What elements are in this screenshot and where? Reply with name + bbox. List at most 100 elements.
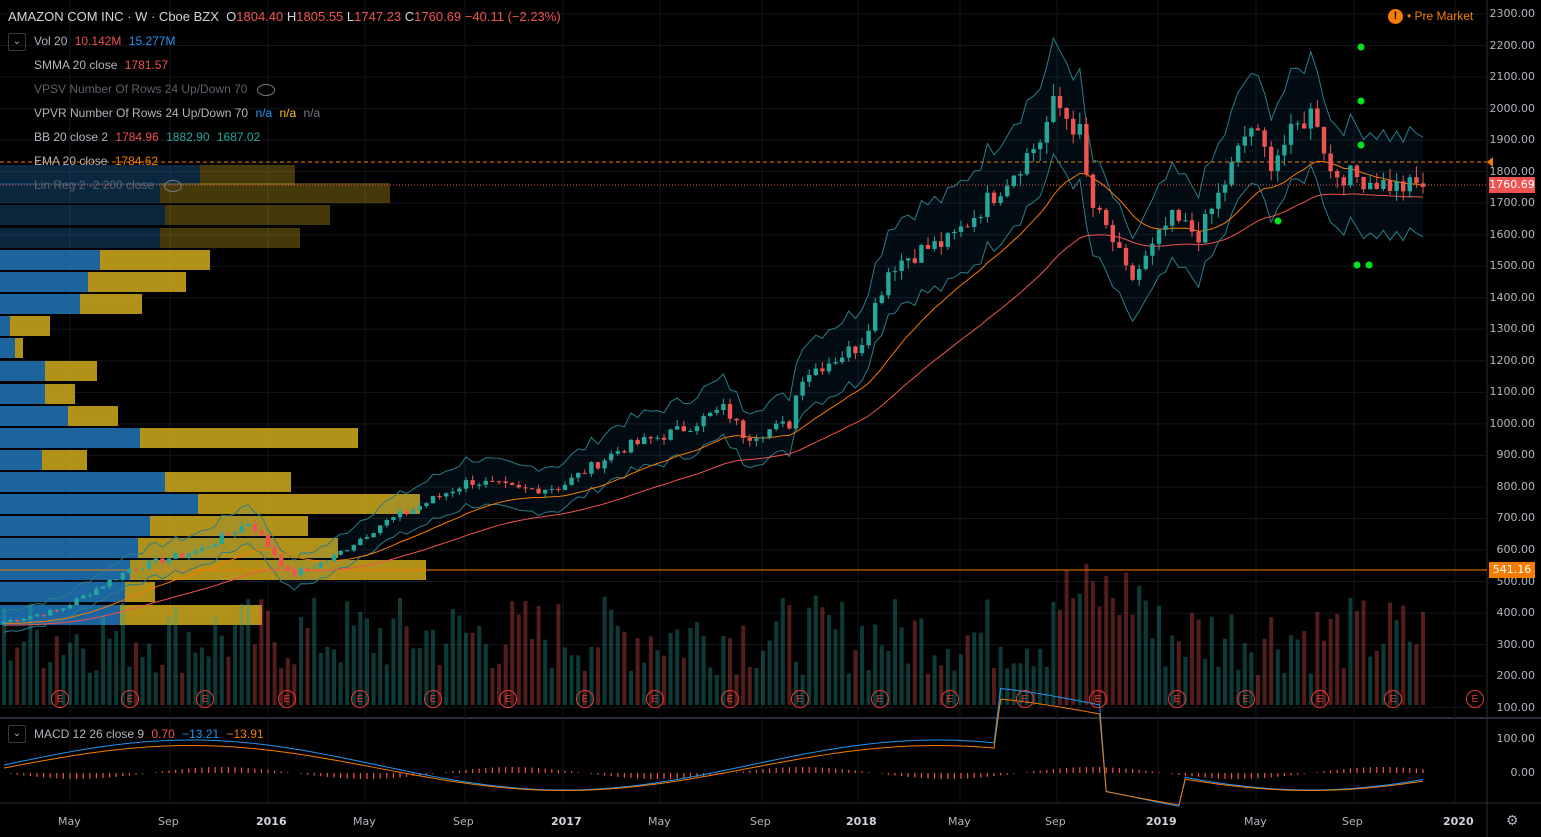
volume-bar [457, 615, 462, 705]
volume-bar [668, 633, 673, 705]
volume-bar [470, 632, 475, 705]
volume-profile-up [0, 494, 198, 514]
volume-profile-up [0, 384, 45, 404]
earnings-marker[interactable]: E [721, 690, 739, 708]
price-tick-label: 1500.00 [1489, 259, 1536, 273]
volume-profile-down [125, 582, 155, 602]
candle-body [873, 302, 878, 331]
candle-body [793, 395, 799, 429]
legend-linreg[interactable]: Lin Reg 2 -2 200 close [34, 178, 186, 192]
volume-bar [846, 673, 851, 705]
pre-market-indicator[interactable]: ! • Pre Market [1388, 9, 1473, 25]
volume-bar [787, 605, 792, 705]
settings-gear-icon[interactable]: ⚙ [1506, 812, 1519, 828]
candle-body [1143, 255, 1148, 269]
earnings-marker[interactable]: E [1089, 690, 1107, 708]
candle-body [879, 295, 884, 303]
earnings-marker[interactable]: E [424, 690, 442, 708]
price-tick-label: 1100.00 [1489, 385, 1536, 399]
earnings-marker[interactable]: E [1384, 690, 1402, 708]
candle-body [688, 431, 693, 433]
volume-bar [1421, 611, 1425, 705]
price-tick-label: 400.00 [1496, 606, 1536, 620]
legend-bb[interactable]: BB 20 close 2 1784.96 1882.90 1687.02 [34, 130, 261, 144]
volume-bar [701, 635, 706, 705]
earnings-marker[interactable]: E [499, 690, 517, 708]
legend-macd[interactable]: MACD 12 26 close 9 0.70 −13.21 −13.91 [34, 727, 264, 741]
volume-profile-up [0, 338, 15, 358]
volume-bar [873, 624, 878, 705]
candle-body [642, 437, 647, 445]
time-tick-label: 2020 [1443, 815, 1474, 828]
earnings-marker[interactable]: E [1311, 690, 1329, 708]
collapse-macd-button[interactable]: ⌄ [8, 725, 26, 743]
volume-profile-down [165, 205, 330, 225]
volume-bar [728, 638, 732, 705]
legend-vol[interactable]: Vol 20 10.142M 15.277M [34, 34, 176, 48]
volume-bar [978, 632, 983, 705]
last-price-tag: 1760.69 [1489, 177, 1535, 193]
candle-body [1368, 182, 1373, 190]
volume-bar [569, 655, 574, 705]
signal-dot [1353, 261, 1361, 269]
candle-body [932, 241, 937, 249]
earnings-marker[interactable]: E [871, 690, 889, 708]
earnings-marker[interactable]: E [1168, 690, 1186, 708]
price-tick-label: 300.00 [1496, 637, 1536, 651]
legend-smma[interactable]: SMMA 20 close 1781.57 [34, 58, 169, 72]
volume-bar [615, 625, 620, 705]
earnings-marker[interactable]: E [576, 690, 594, 708]
volume-bar [1414, 644, 1419, 705]
volume-bar [371, 652, 376, 705]
candle-body [444, 493, 449, 497]
volume-bar [985, 599, 990, 705]
candle-body [516, 485, 521, 488]
candle-body [1288, 123, 1294, 145]
legend-ema[interactable]: EMA 20 close 1784.62 [34, 154, 159, 168]
collapse-indicators-button[interactable]: ⌄ [8, 33, 26, 51]
earnings-marker[interactable]: E [941, 690, 959, 708]
legend-vpvr[interactable]: VPVR Number Of Rows 24 Up/Down 70 n/a n/… [34, 106, 321, 120]
price-tick-label: 2300.00 [1489, 7, 1536, 20]
hidden-eye-icon[interactable] [257, 83, 276, 96]
earnings-marker[interactable]: E [196, 690, 214, 708]
candle-body [589, 462, 594, 474]
candle-body [556, 489, 561, 491]
candle-body [1163, 225, 1168, 230]
hidden-eye-icon[interactable] [164, 179, 183, 192]
volume-bar [1335, 613, 1340, 705]
time-tick-label: Sep [750, 815, 771, 828]
earnings-marker[interactable]: E [1237, 690, 1255, 708]
candle-body [34, 614, 40, 617]
candle-body [325, 561, 330, 563]
candle-body [1414, 177, 1419, 184]
time-tick-label: May [58, 815, 81, 828]
candle-body [727, 404, 733, 419]
candle-body [1064, 107, 1069, 119]
volume-bar [635, 637, 640, 705]
earnings-marker[interactable]: E [1016, 690, 1034, 708]
volume-bar [1117, 614, 1122, 705]
earnings-marker[interactable]: E [51, 690, 69, 708]
earnings-marker[interactable]: E [646, 690, 664, 708]
legend-vpsv[interactable]: VPSV Number Of Rows 24 Up/Down 70 [34, 82, 279, 96]
volume-bar [338, 662, 343, 705]
volume-bar [358, 611, 363, 705]
volume-bar [1025, 648, 1029, 705]
earnings-marker[interactable]: E [121, 690, 139, 708]
candle-body [219, 533, 224, 544]
earnings-marker[interactable]: E [791, 690, 809, 708]
earnings-marker[interactable]: E [1466, 690, 1484, 708]
candle-body [734, 418, 739, 421]
earnings-marker[interactable]: E [278, 690, 296, 708]
volume-bar [952, 670, 957, 705]
candle-body [1104, 209, 1109, 226]
earnings-marker[interactable]: E [351, 690, 369, 708]
candle-body [1321, 126, 1327, 154]
candle-body [536, 488, 541, 494]
volume-bar [1275, 649, 1280, 705]
symbol-title[interactable]: AMAZON COM INC · W · Cboe BZX [8, 9, 219, 24]
candle-body [655, 437, 660, 439]
price-tick-label: 600.00 [1496, 543, 1536, 556]
